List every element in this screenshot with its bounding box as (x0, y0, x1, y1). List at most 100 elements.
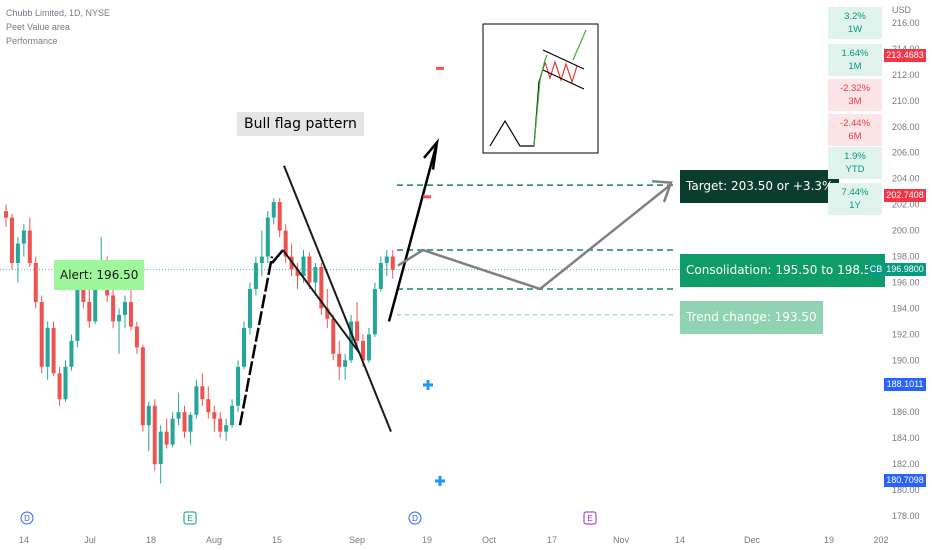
candle-body (134, 326, 139, 348)
indicator-peet-value-area[interactable]: Peet Value area (6, 22, 70, 32)
diagram-flag-bottom (542, 69, 585, 90)
candle-body (355, 321, 360, 341)
x-tick-label: Oct (482, 535, 497, 545)
candle-body (69, 340, 74, 367)
x-tick-label: Sep (349, 535, 365, 545)
x-tick-label: 202 (873, 535, 888, 545)
candle-body (230, 405, 235, 426)
performance-value: -2.32% (839, 83, 871, 94)
performance-value: 1.9% (844, 151, 866, 162)
y-tick-label: 214.00 (892, 44, 920, 54)
candle-body (283, 230, 288, 257)
y-tick-label: 192.00 (892, 329, 920, 339)
candle-body (313, 266, 318, 283)
candle-body (361, 340, 365, 361)
diagram-flag-zigzag (544, 60, 578, 84)
symbol-line[interactable]: Chubb Limited, 1D, NYSE (6, 8, 111, 18)
candle-body (194, 386, 199, 415)
time-axis: 14 Jul 18 Aug 15 Sep 19 Oct 17 Nov 14 Dec 19 202 (19, 535, 889, 545)
price-tag: 180.7098 (884, 474, 926, 488)
candle-body (93, 272, 98, 322)
target-label[interactable]: Target: 203.50 or +3.3% (680, 170, 840, 203)
candle-body (200, 386, 205, 400)
performance-cell-1m: 1.64% 1M (828, 44, 882, 76)
alert-label[interactable]: Alert: 196.50 (54, 260, 145, 290)
ticker-tag: CB (868, 263, 884, 277)
trend-change-label[interactable]: Trend change: 193.50 (680, 301, 823, 334)
candle-body (4, 211, 8, 218)
y-tick-label: 182.00 (892, 459, 920, 469)
breakout-line (387, 145, 438, 322)
pattern-title[interactable]: Bull flag pattern (237, 112, 364, 136)
candle-body (158, 431, 163, 465)
price-tag: 188.1011 (884, 378, 926, 392)
plus-marker-v (426, 379, 430, 390)
candle-body (188, 414, 193, 432)
candle-body (378, 263, 383, 289)
y-tick-label: 196.00 (892, 277, 920, 287)
y-tick-label: 198.00 (892, 252, 920, 262)
event-earnings-icon (583, 511, 597, 525)
plus-marker-v (438, 475, 442, 486)
candle-body (212, 412, 217, 419)
candle-body (301, 256, 306, 276)
consolidation-label[interactable]: Consolidation: 195.50 to 198.50 (680, 254, 886, 287)
candle-body (75, 288, 80, 341)
candle-body (337, 353, 342, 367)
performance-period: YTD (845, 164, 865, 175)
candle-body (343, 360, 348, 367)
event-marker-letter: D (24, 514, 30, 523)
performance-period: 1Y (849, 200, 861, 211)
chart-legend: Chubb Limited, 1D, NYSE Peet Value area … (6, 6, 110, 48)
performance-value: 7.44% (841, 187, 869, 198)
flag-lower-boundary (282, 249, 361, 355)
minus-marker (436, 66, 444, 70)
candle-body (331, 318, 336, 354)
flag-upper-boundary (283, 165, 392, 433)
candle-body (384, 256, 389, 264)
candle-body (117, 314, 122, 322)
candle-body (253, 263, 258, 289)
event-marker-letter: E (587, 514, 592, 523)
flag-connector (271, 249, 284, 264)
candle-body (39, 301, 44, 367)
candle-body (146, 405, 151, 426)
y-tick-label: 180.00 (892, 485, 920, 495)
price-tag: 196.9800 (884, 263, 926, 277)
candles (4, 198, 395, 484)
x-tick-label: 15 (272, 535, 282, 545)
y-tick-label: 186.00 (892, 407, 920, 417)
diagram-pole-line (533, 54, 548, 147)
candle-body (170, 418, 175, 445)
candle-body (128, 301, 133, 327)
diagram-breakout-line (572, 29, 587, 61)
candle-body (372, 288, 377, 335)
candle-body (51, 327, 56, 374)
performance-period: 1W (847, 24, 863, 35)
x-tick-label: Jul (84, 535, 96, 545)
level-lines (0, 184, 880, 316)
candle-body (319, 266, 324, 309)
candle-body (295, 269, 300, 276)
candle-body (259, 256, 264, 264)
y-tick-label: 208.00 (892, 122, 920, 132)
y-tick-label: 210.00 (892, 96, 920, 106)
candle-body (33, 263, 38, 302)
y-tick-label: 178.00 (892, 511, 920, 521)
performance-period: 3M (848, 96, 862, 107)
performance-period: 1M (848, 61, 862, 72)
x-tick-label: 19 (422, 535, 432, 545)
x-tick-label: 18 (146, 535, 156, 545)
drawings (238, 23, 673, 486)
y-tick-label: 190.00 (892, 355, 920, 365)
event-marker-letter: D (412, 514, 418, 523)
candle-body (87, 301, 92, 322)
performance-cell-1y: 7.44% 1Y (828, 183, 882, 215)
candle-body (152, 405, 157, 465)
candle-body (206, 399, 211, 413)
candle-body (265, 217, 270, 257)
performance-cell-1w: 3.2% 1W (828, 7, 882, 39)
indicator-performance[interactable]: Performance (6, 36, 58, 46)
